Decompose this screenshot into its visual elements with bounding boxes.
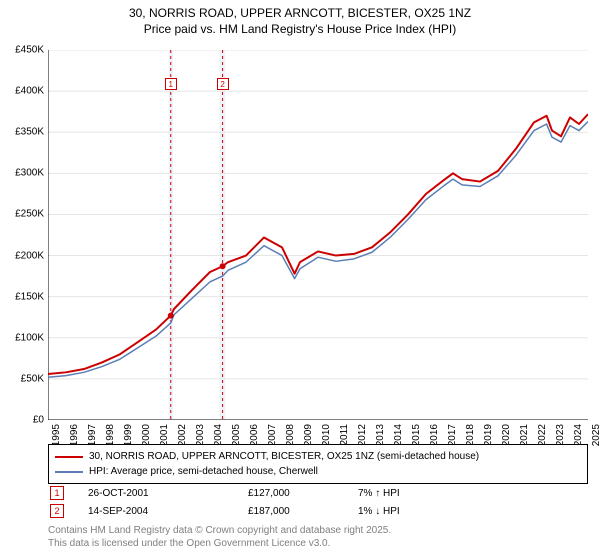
x-tick-label: 2025 — [591, 424, 600, 446]
y-tick-label: £350K — [2, 127, 44, 138]
footer-line-2: This data is licensed under the Open Gov… — [48, 537, 588, 550]
x-tick-label: 2003 — [195, 424, 206, 446]
x-tick-label: 2013 — [375, 424, 386, 446]
x-tick-label: 2021 — [519, 424, 530, 446]
sale-marker-row: 2 14-SEP-2004£187,0001% ↓ HPI — [48, 502, 588, 520]
y-tick-label: £450K — [2, 45, 44, 56]
x-tick-label: 2004 — [213, 424, 224, 446]
x-tick-label: 2022 — [537, 424, 548, 446]
x-tick-label: 2024 — [573, 424, 584, 446]
x-tick-label: 2018 — [465, 424, 476, 446]
x-tick-label: 2009 — [303, 424, 314, 446]
x-tick-label: 2011 — [339, 424, 350, 446]
legend-item: HPI: Average price, semi-detached house,… — [55, 464, 581, 479]
x-tick-label: 2015 — [411, 424, 422, 446]
x-tick-label: 2010 — [321, 424, 332, 446]
y-tick-label: £100K — [2, 332, 44, 343]
x-tick-label: 2005 — [231, 424, 242, 446]
title-line-1: 30, NORRIS ROAD, UPPER ARNCOTT, BICESTER… — [0, 6, 600, 22]
y-tick-label: £250K — [2, 209, 44, 220]
title-line-2: Price paid vs. HM Land Registry's House … — [0, 22, 600, 38]
sale-marker-date: 26-OCT-2001 — [88, 488, 248, 499]
sale-marker-row: 1 26-OCT-2001£127,0007% ↑ HPI — [48, 484, 588, 502]
chart-svg — [48, 50, 588, 420]
y-tick-label: £50K — [2, 373, 44, 384]
x-tick-label: 2008 — [285, 424, 296, 446]
sale-marker-badge: 1 — [50, 486, 64, 500]
chart-container: 30, NORRIS ROAD, UPPER ARNCOTT, BICESTER… — [0, 0, 600, 560]
sale-marker-badge: 2 — [50, 504, 64, 518]
chart-plot-area: 12£0£50K£100K£150K£200K£250K£300K£350K£4… — [48, 50, 588, 420]
marker-badge-2: 2 — [217, 78, 229, 90]
x-tick-label: 2016 — [429, 424, 440, 446]
y-tick-label: £400K — [2, 86, 44, 97]
sale-marker-delta: 7% ↑ HPI — [358, 488, 458, 499]
x-tick-label: 1996 — [69, 424, 80, 446]
y-tick-label: £300K — [2, 168, 44, 179]
sale-marker-delta: 1% ↓ HPI — [358, 506, 458, 517]
legend-swatch — [55, 471, 83, 473]
footer-line-1: Contains HM Land Registry data © Crown c… — [48, 524, 588, 537]
sale-marker-price: £127,000 — [248, 488, 358, 499]
y-tick-label: £150K — [2, 291, 44, 302]
x-tick-label: 2017 — [447, 424, 458, 446]
x-tick-label: 2012 — [357, 424, 368, 446]
sale-marker-date: 14-SEP-2004 — [88, 506, 248, 517]
sale-marker-price: £187,000 — [248, 506, 358, 517]
x-tick-label: 2023 — [555, 424, 566, 446]
x-tick-label: 1998 — [105, 424, 116, 446]
legend-item: 30, NORRIS ROAD, UPPER ARNCOTT, BICESTER… — [55, 449, 581, 464]
title-block: 30, NORRIS ROAD, UPPER ARNCOTT, BICESTER… — [0, 0, 600, 37]
x-tick-label: 2020 — [501, 424, 512, 446]
legend: 30, NORRIS ROAD, UPPER ARNCOTT, BICESTER… — [48, 444, 588, 484]
y-tick-label: £0 — [2, 415, 44, 426]
x-tick-label: 2000 — [141, 424, 152, 446]
legend-swatch — [55, 456, 83, 458]
sale-marker-table: 1 26-OCT-2001£127,0007% ↑ HPI 2 14-SEP-2004… — [48, 484, 588, 520]
x-tick-label: 2014 — [393, 424, 404, 446]
x-tick-label: 1997 — [87, 424, 98, 446]
legend-label: 30, NORRIS ROAD, UPPER ARNCOTT, BICESTER… — [89, 449, 479, 464]
x-tick-label: 1999 — [123, 424, 134, 446]
x-tick-label: 2019 — [483, 424, 494, 446]
x-tick-label: 2001 — [159, 424, 170, 446]
y-tick-label: £200K — [2, 250, 44, 261]
marker-badge-1: 1 — [165, 78, 177, 90]
x-tick-label: 2006 — [249, 424, 260, 446]
x-tick-label: 2007 — [267, 424, 278, 446]
x-tick-label: 1995 — [51, 424, 62, 446]
footer-attribution: Contains HM Land Registry data © Crown c… — [48, 524, 588, 550]
x-tick-label: 2002 — [177, 424, 188, 446]
legend-label: HPI: Average price, semi-detached house,… — [89, 464, 318, 479]
